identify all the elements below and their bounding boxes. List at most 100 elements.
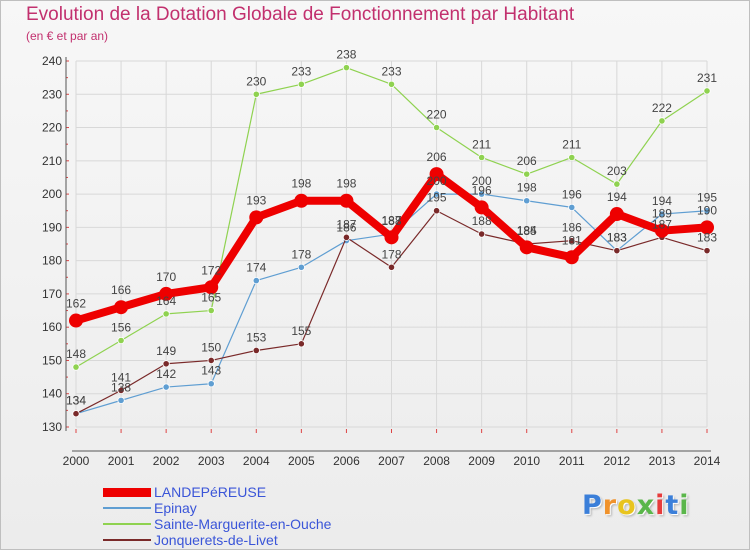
y-tick-label: 220 xyxy=(42,121,62,135)
data-label: 198 xyxy=(336,177,356,191)
data-point xyxy=(204,280,219,295)
data-point xyxy=(114,300,129,315)
logo-letter: i xyxy=(679,490,690,521)
data-point xyxy=(384,230,399,245)
y-tick-label: 160 xyxy=(42,320,62,334)
y-tick-label: 140 xyxy=(42,387,62,401)
x-tick-label: 2010 xyxy=(513,454,540,468)
data-label: 178 xyxy=(291,247,311,261)
x-tick-label: 2007 xyxy=(378,454,405,468)
legend-item: Epinay xyxy=(103,500,197,516)
data-point xyxy=(519,240,534,255)
data-label: 174 xyxy=(246,261,266,275)
y-tick-label: 170 xyxy=(42,287,62,301)
data-label: 198 xyxy=(517,181,537,195)
data-point xyxy=(387,80,396,88)
legend-label: Sainte-Marguerite-en-Ouche xyxy=(154,516,332,532)
series-layer xyxy=(69,64,714,418)
data-point xyxy=(72,363,80,371)
data-point xyxy=(478,230,486,238)
y-tick-label: 200 xyxy=(42,187,62,201)
data-label: 156 xyxy=(111,320,131,334)
data-label: 187 xyxy=(336,217,356,231)
data-label: 233 xyxy=(381,64,401,78)
x-tick-label: 2002 xyxy=(153,454,180,468)
data-point xyxy=(523,197,531,205)
data-label: 196 xyxy=(562,187,582,201)
x-tick-label: 2004 xyxy=(243,454,270,468)
data-label: 155 xyxy=(291,324,311,338)
data-label: 211 xyxy=(472,137,491,151)
y-tick-label: 210 xyxy=(42,154,62,168)
data-point xyxy=(117,386,125,394)
x-tick-label: 2003 xyxy=(198,454,225,468)
data-point xyxy=(609,207,624,222)
data-point xyxy=(432,207,441,215)
data-label: 153 xyxy=(246,330,266,344)
legend-item: LANDEPéREUSE xyxy=(103,484,266,500)
data-label: 166 xyxy=(111,283,131,297)
legend-item: Jonquerets-de-Livet xyxy=(103,532,278,548)
data-label: 231 xyxy=(697,71,717,85)
y-tick-label: 130 xyxy=(42,420,62,434)
data-point xyxy=(478,190,486,198)
data-point xyxy=(703,247,711,255)
data-label: 150 xyxy=(201,340,221,354)
data-point xyxy=(159,286,174,301)
legend-item: Sainte-Marguerite-en-Ouche xyxy=(103,516,331,532)
x-tick-label: 2009 xyxy=(468,454,495,468)
data-point xyxy=(69,313,83,328)
data-point xyxy=(613,247,621,255)
data-point xyxy=(339,193,354,208)
data-label: 142 xyxy=(156,367,176,381)
data-label: 195 xyxy=(697,191,717,205)
data-label: 148 xyxy=(66,347,86,361)
data-point xyxy=(568,237,576,245)
data-point xyxy=(252,346,260,355)
data-point xyxy=(162,310,170,318)
x-tick-label: 2014 xyxy=(694,454,721,468)
proxiti-logo: Proxiti xyxy=(582,490,690,521)
data-label: 187 xyxy=(652,217,672,231)
logo-letter: o xyxy=(617,490,637,521)
data-label: 188 xyxy=(472,214,492,228)
data-point xyxy=(207,306,215,315)
data-label: 186 xyxy=(336,221,356,235)
data-labels-layer: 148 156 164 165 230 233 238 233 220 211 206 211 203 2… xyxy=(66,48,717,408)
data-label: 194 xyxy=(607,190,627,204)
data-label: 206 xyxy=(517,154,537,168)
data-point xyxy=(249,210,264,225)
grid-layer xyxy=(75,60,708,428)
data-point xyxy=(564,250,579,265)
x-tick-label: 2006 xyxy=(333,454,360,468)
data-label: 188 xyxy=(381,214,401,228)
data-label: 143 xyxy=(201,364,221,378)
data-point xyxy=(162,383,170,391)
data-label: 200 xyxy=(427,174,447,188)
x-tick-label: 2011 xyxy=(559,454,585,468)
y-tick-label: 150 xyxy=(42,353,62,367)
data-label: 138 xyxy=(111,380,131,394)
data-label: 233 xyxy=(291,64,311,78)
data-label: 187 xyxy=(381,213,401,227)
legend-label: Jonquerets-de-Livet xyxy=(154,532,278,548)
data-label: 193 xyxy=(246,193,266,207)
logo-letter: r xyxy=(602,490,618,521)
data-label: 189 xyxy=(652,207,672,221)
data-label: 238 xyxy=(336,48,356,62)
legend-swatch xyxy=(103,507,151,509)
data-point xyxy=(523,170,531,178)
y-tick-label: 190 xyxy=(42,220,62,234)
data-label: 149 xyxy=(156,344,176,358)
x-tick-label: 2001 xyxy=(108,454,135,468)
legend-label: Epinay xyxy=(154,500,197,516)
data-point xyxy=(474,200,489,215)
data-label: 134 xyxy=(66,394,86,408)
data-point xyxy=(568,153,576,162)
data-point xyxy=(654,223,669,238)
data-label: 165 xyxy=(201,291,221,305)
chart-subtitle: (en € et par an) xyxy=(26,29,109,43)
data-point xyxy=(703,87,711,95)
x-tick-label: 2008 xyxy=(423,454,450,468)
data-point xyxy=(432,190,441,198)
